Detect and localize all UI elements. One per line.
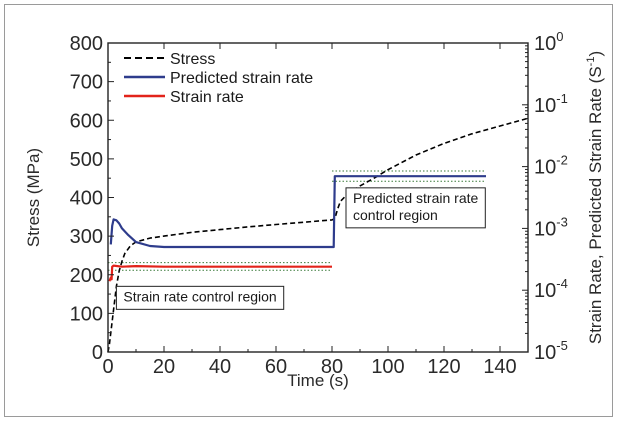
series-line xyxy=(108,264,332,282)
right-y-tick-label: 10-5 xyxy=(534,338,568,364)
x-tick-label: 140 xyxy=(483,356,516,378)
x-tick-label: 40 xyxy=(209,356,231,378)
series-line xyxy=(107,117,529,353)
left-y-tick-label: 200 xyxy=(70,265,103,287)
right-y-axis-ticks: 10-5 10-4 10-3 10-2 10-1 100 xyxy=(522,29,568,364)
right-y-axis-label: Strain Rate, Predicted Strain Rate (S-1) xyxy=(585,51,605,344)
x-tick-label: 60 xyxy=(265,356,287,378)
x-tick-label: 0 xyxy=(102,356,113,378)
left-y-axis-label: Stress (MPa) xyxy=(24,148,43,247)
right-y-axis-label-main: Strain Rate, Predicted Strain Rate (S xyxy=(586,66,605,344)
left-y-axis-ticks: 0 100 200 300 400 500 600 700 800 xyxy=(70,33,114,364)
left-y-tick-label: 400 xyxy=(70,188,103,210)
reference-lines xyxy=(108,170,486,271)
legend-label: Strain rate xyxy=(170,89,244,106)
x-axis-ticks: 0 20 40 60 80 100 120 140 xyxy=(102,43,517,378)
left-y-tick-label: 800 xyxy=(70,33,103,55)
left-y-tick-label: 500 xyxy=(70,149,103,171)
x-axis-label: Time (s) xyxy=(287,371,349,390)
annotation-box xyxy=(345,187,486,229)
x-tick-label: 80 xyxy=(321,356,343,378)
x-tick-label: 100 xyxy=(371,356,404,378)
right-y-tick-label: 10-3 xyxy=(534,214,568,240)
left-y-tick-label: 100 xyxy=(70,303,103,325)
right-y-tick-label: 10-4 xyxy=(534,276,568,302)
x-tick-label: 120 xyxy=(427,356,460,378)
left-y-tick-label: 0 xyxy=(92,342,103,364)
x-tick-label: 20 xyxy=(153,356,175,378)
series-line xyxy=(109,175,486,249)
left-y-tick-label: 300 xyxy=(70,226,103,248)
annotation-text: Strain rate control region xyxy=(123,288,276,304)
annotation-box xyxy=(115,285,285,310)
legend-label: Predicted strain rate xyxy=(170,70,313,87)
left-y-tick-label: 700 xyxy=(70,72,103,94)
right-y-tick-label: 10-2 xyxy=(534,153,568,179)
right-y-tick-label: 10-1 xyxy=(534,91,568,117)
annotations: Strain rate control region Predicted stra… xyxy=(115,187,486,310)
left-y-tick-label: 600 xyxy=(70,110,103,132)
legend-label: Stress xyxy=(170,51,215,68)
series-lines xyxy=(107,117,529,353)
right-y-axis-label-exponent: -1 xyxy=(585,57,597,67)
legend: Stress Predicted strain rate Strain rate xyxy=(124,51,313,106)
right-y-axis-label-close: ) xyxy=(586,51,605,57)
annotation-text: control region xyxy=(353,207,438,223)
right-y-tick-label: 100 xyxy=(534,29,563,55)
chart-frame xyxy=(4,4,613,417)
annotation-text: Predicted strain rate xyxy=(353,190,478,206)
annotation: Strain rate control region xyxy=(115,285,285,310)
